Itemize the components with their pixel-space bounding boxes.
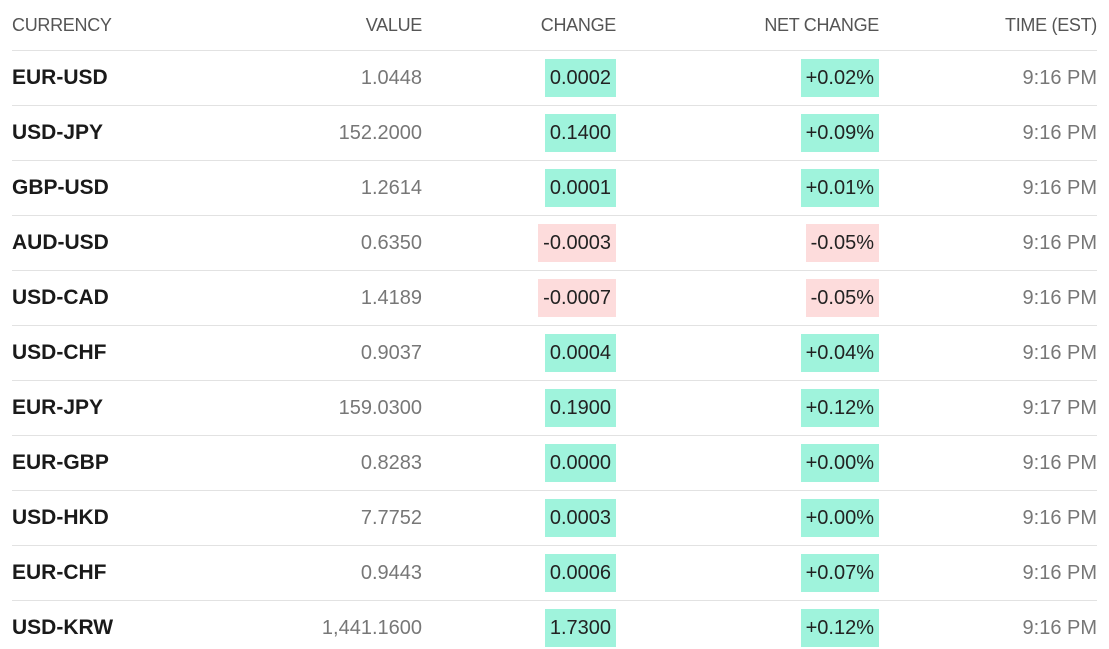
change: 0.0002 — [544, 59, 616, 97]
time: 9:16 PM — [879, 50, 1097, 106]
net-change-cell: -0.05% — [616, 270, 879, 326]
change-cell: -0.0003 — [422, 215, 616, 271]
value: 0.9037 — [230, 325, 422, 381]
table-row: EUR-GBP 0.8283 0.0000 +0.00% 9:16 PM — [12, 435, 1097, 491]
column-header: CHANGE — [422, 0, 616, 51]
table-row: EUR-CHF 0.9443 0.0006 +0.07% 9:16 PM — [12, 545, 1097, 601]
net-change: +0.02% — [800, 59, 879, 97]
change-cell: 0.0004 — [422, 325, 616, 381]
currency-table: CURRENCY VALUE CHANGE NET CHANGE TIME (EST) … — [12, 0, 1097, 649]
net-change: +0.12% — [800, 609, 879, 647]
change-cell: 0.1400 — [422, 105, 616, 161]
table-row: EUR-JPY 159.0300 0.1900 +0.12% 9:17 PM — [12, 380, 1097, 436]
change-cell: 0.0006 — [422, 545, 616, 601]
change-cell: 0.0000 — [422, 435, 616, 491]
value: 1.2614 — [230, 160, 422, 216]
time: 9:17 PM — [879, 380, 1097, 436]
column-header: NET CHANGE — [616, 0, 879, 51]
time: 9:16 PM — [879, 325, 1097, 381]
time: 9:16 PM — [879, 600, 1097, 649]
change-cell: 0.0003 — [422, 490, 616, 546]
value: 1.0448 — [230, 50, 422, 106]
currency-pair: EUR-CHF — [12, 545, 230, 601]
change: 0.0006 — [544, 554, 616, 592]
time: 9:16 PM — [879, 270, 1097, 326]
change-cell: -0.0007 — [422, 270, 616, 326]
net-change-cell: +0.12% — [616, 600, 879, 649]
net-change-cell: +0.02% — [616, 50, 879, 106]
net-change-cell: +0.07% — [616, 545, 879, 601]
change-cell: 0.0001 — [422, 160, 616, 216]
net-change: +0.09% — [800, 114, 879, 152]
header-row: CURRENCY VALUE CHANGE NET CHANGE TIME (EST) — [12, 0, 1097, 51]
net-change-cell: +0.00% — [616, 490, 879, 546]
table-row: USD-JPY 152.2000 0.1400 +0.09% 9:16 PM — [12, 105, 1097, 161]
time: 9:16 PM — [879, 215, 1097, 271]
time: 9:16 PM — [879, 490, 1097, 546]
net-change: +0.07% — [800, 554, 879, 592]
net-change-cell: -0.05% — [616, 215, 879, 271]
value: 159.0300 — [230, 380, 422, 436]
table-row: USD-KRW 1,441.1600 1.7300 +0.12% 9:16 PM — [12, 600, 1097, 649]
currency-pair: EUR-USD — [12, 50, 230, 106]
change: 0.0000 — [544, 444, 616, 482]
net-change: -0.05% — [805, 224, 879, 262]
currency-pair: EUR-JPY — [12, 380, 230, 436]
currency-pair: USD-CAD — [12, 270, 230, 326]
table-row: GBP-USD 1.2614 0.0001 +0.01% 9:16 PM — [12, 160, 1097, 216]
net-change: +0.00% — [800, 499, 879, 537]
table-row: USD-CAD 1.4189 -0.0007 -0.05% 9:16 PM — [12, 270, 1097, 326]
change-cell: 0.0002 — [422, 50, 616, 106]
net-change-cell: +0.01% — [616, 160, 879, 216]
change: 0.1400 — [544, 114, 616, 152]
currency-pair: AUD-USD — [12, 215, 230, 271]
value: 1,441.1600 — [230, 600, 422, 649]
column-header: TIME (EST) — [879, 0, 1097, 51]
value: 0.8283 — [230, 435, 422, 491]
time: 9:16 PM — [879, 105, 1097, 161]
net-change: -0.05% — [805, 279, 879, 317]
net-change: +0.04% — [800, 334, 879, 372]
currency-pair: USD-KRW — [12, 600, 230, 649]
value: 1.4189 — [230, 270, 422, 326]
change-cell: 1.7300 — [422, 600, 616, 649]
net-change-cell: +0.12% — [616, 380, 879, 436]
net-change-cell: +0.09% — [616, 105, 879, 161]
currency-pair: EUR-GBP — [12, 435, 230, 491]
value: 152.2000 — [230, 105, 422, 161]
table-row: USD-CHF 0.9037 0.0004 +0.04% 9:16 PM — [12, 325, 1097, 381]
change-cell: 0.1900 — [422, 380, 616, 436]
net-change: +0.00% — [800, 444, 879, 482]
time: 9:16 PM — [879, 545, 1097, 601]
table-body: EUR-USD 1.0448 0.0002 +0.02% 9:16 PM USD-JPY 1… — [12, 50, 1097, 649]
change: 0.0004 — [544, 334, 616, 372]
net-change-cell: +0.04% — [616, 325, 879, 381]
change: -0.0003 — [538, 224, 616, 262]
currency-pair: USD-HKD — [12, 490, 230, 546]
change: -0.0007 — [538, 279, 616, 317]
column-header: VALUE — [230, 0, 422, 51]
change: 1.7300 — [544, 609, 616, 647]
change: 0.0003 — [544, 499, 616, 537]
net-change: +0.01% — [800, 169, 879, 207]
value: 7.7752 — [230, 490, 422, 546]
currency-pair: USD-JPY — [12, 105, 230, 161]
value: 0.9443 — [230, 545, 422, 601]
currency-pair: GBP-USD — [12, 160, 230, 216]
change: 0.1900 — [544, 389, 616, 427]
table-row: AUD-USD 0.6350 -0.0003 -0.05% 9:16 PM — [12, 215, 1097, 271]
currency-pair: USD-CHF — [12, 325, 230, 381]
time: 9:16 PM — [879, 435, 1097, 491]
value: 0.6350 — [230, 215, 422, 271]
table-row: EUR-USD 1.0448 0.0002 +0.02% 9:16 PM — [12, 50, 1097, 106]
column-header: CURRENCY — [12, 0, 230, 51]
table-row: USD-HKD 7.7752 0.0003 +0.00% 9:16 PM — [12, 490, 1097, 546]
time: 9:16 PM — [879, 160, 1097, 216]
net-change-cell: +0.00% — [616, 435, 879, 491]
net-change: +0.12% — [800, 389, 879, 427]
change: 0.0001 — [544, 169, 616, 207]
